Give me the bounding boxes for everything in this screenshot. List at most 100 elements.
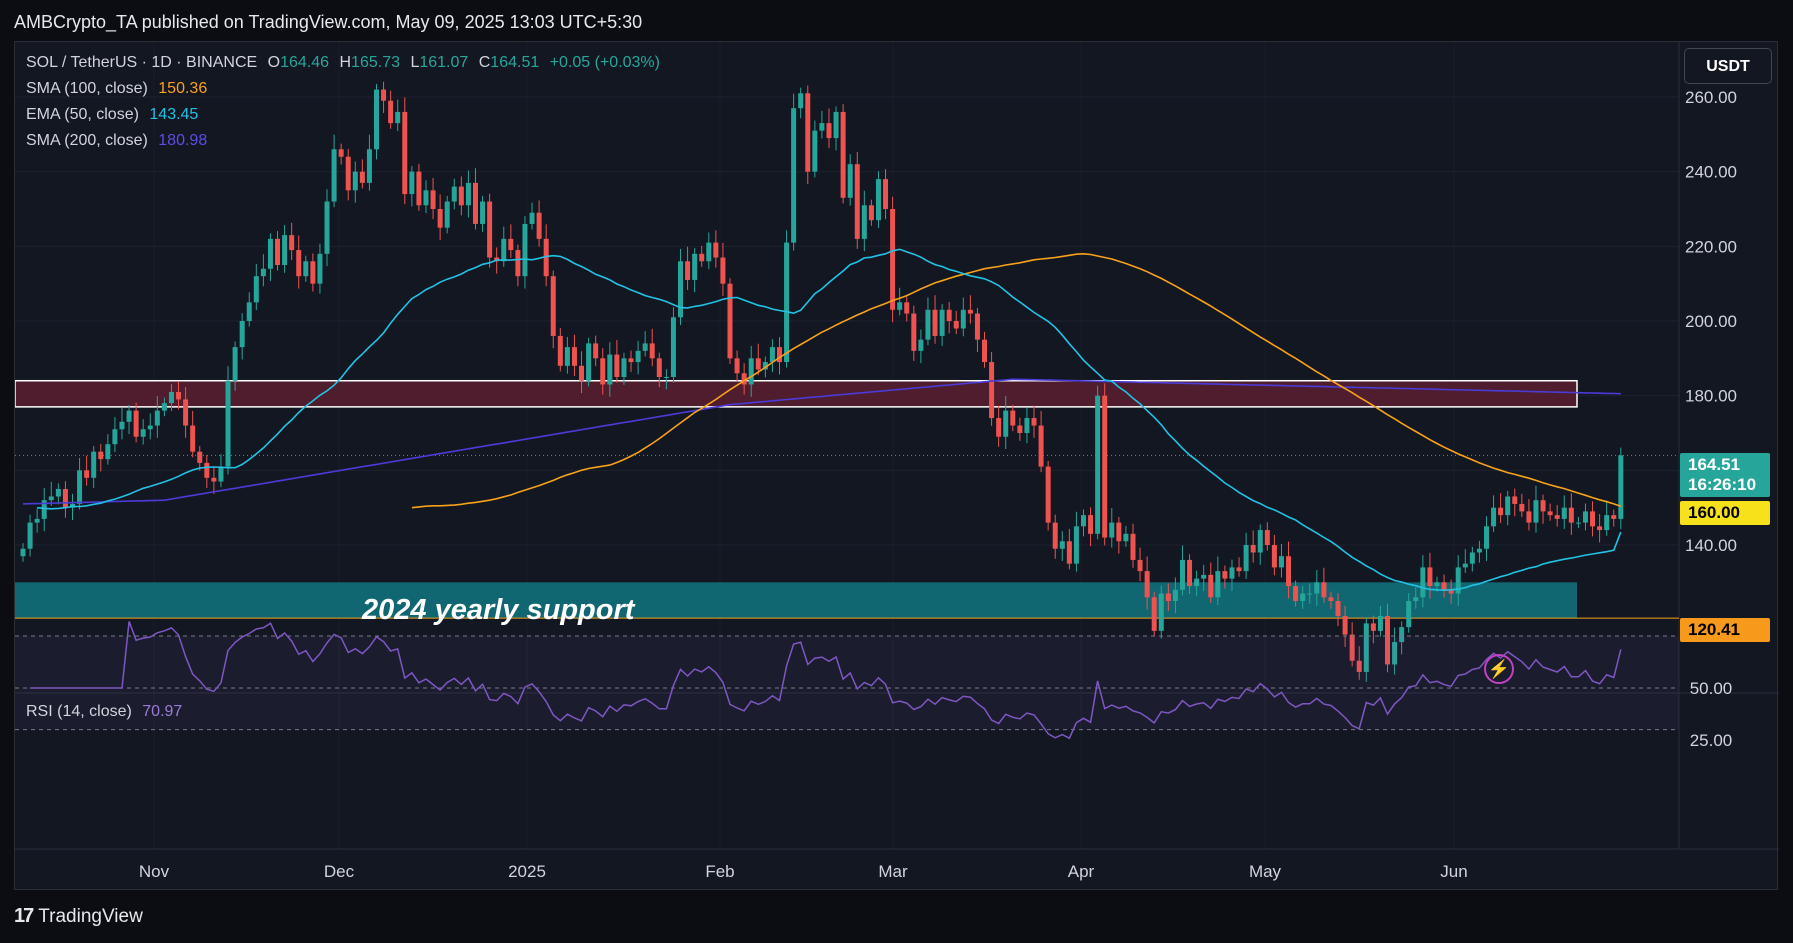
candle-body [1519,503,1525,512]
candle-body [62,489,68,508]
candle-body [663,377,669,378]
candle-body [1208,574,1214,598]
candle-body [621,358,627,377]
candle-body [246,302,252,321]
time-tick-label: Nov [139,862,170,881]
sma100-line [411,252,1622,509]
candle-body [812,130,818,172]
price-tick-label: 260.00 [1685,88,1737,107]
candle-body [593,343,599,359]
candle-body [1158,593,1164,631]
legend-sma200[interactable]: SMA (200, close) 180.98 [26,132,207,150]
candle-body [1469,552,1475,564]
candle-body [154,410,160,426]
candle-body [1611,515,1617,519]
candle-body [119,421,125,430]
candle-body [1222,571,1228,579]
candle-body [395,111,401,124]
candle-body [1172,589,1178,601]
candle-body [1052,522,1058,549]
symbol-name[interactable]: SOL / TetherUS · 1D · BINANCE [26,54,258,71]
candle-body [140,429,146,437]
candle-body [1271,545,1277,568]
ema50-label: EMA (50, close) [26,106,139,123]
candle-body [1512,496,1518,504]
candle-body [769,347,775,363]
candle-body [27,522,33,549]
legend-sma100[interactable]: SMA (100, close) 150.36 [26,80,207,98]
sma200-line [22,378,1621,505]
currency-unit-button[interactable]: USDT [1684,48,1772,84]
candle-body [1165,593,1171,601]
candle-body [897,302,903,310]
candle-body [586,343,592,381]
candle-body [1293,586,1299,601]
candle-body [1229,567,1235,579]
candle-body [465,182,471,206]
support-price-tag: 120.41 [1680,618,1770,642]
time-tick-label: Mar [878,862,908,881]
candle-body [1582,511,1588,523]
legend-rsi[interactable]: RSI (14, close) 70.97 [26,703,182,721]
candle-body [1003,410,1009,437]
candle-body [1554,515,1560,519]
candle-body [303,261,309,277]
candle-body [1561,507,1567,519]
candle-body [741,373,747,385]
chart-panel[interactable]: 260.00 240.00 220.00 200.00 180.00 160.00 140.… [14,41,1779,891]
candle-body [1483,526,1489,549]
rsi-label: RSI (14, close) [26,703,132,720]
candle-body [883,179,889,209]
ohlc-low: L161.07 [410,54,469,71]
price-chart[interactable]: 260.00 240.00 220.00 200.00 180.00 160.00 140.… [15,42,1779,891]
candle-body [996,418,1002,437]
candle-body [430,190,436,209]
candle-body [1286,556,1292,587]
time-tick-label: May [1249,862,1282,881]
candle-body [1024,418,1030,433]
sma100-label: SMA (100, close) [26,80,148,97]
candle-body [967,309,973,314]
candle-body [1073,526,1079,564]
candle-body [776,347,782,363]
candle-body [1144,571,1150,598]
candle-body [1604,515,1610,531]
candle-body [628,358,634,363]
candle-body [720,257,726,284]
candle-body [437,209,443,228]
candle-body [1370,623,1376,631]
candle-body [1590,511,1596,527]
candle-body [126,410,132,422]
candle-body [1399,627,1405,643]
ema50-line [37,248,1622,592]
candle-body [275,238,281,265]
candle-body [854,164,860,239]
candle-body [840,111,846,198]
candle-body [352,171,358,191]
legend-ema50[interactable]: EMA (50, close) 143.45 [26,106,198,124]
bar-countdown: 16:26:10 [1688,475,1757,494]
symbol-legend: SOL / TetherUS · 1D · BINANCE O164.46 H1… [26,54,666,72]
candle-body [1257,530,1263,553]
candle-body [239,321,245,348]
candle-body [819,123,825,131]
lightning-icon[interactable]: ⚡ [1484,654,1514,684]
candle-body [1300,593,1306,601]
candle-body [1342,615,1348,635]
candle-body [1250,545,1256,553]
rsi-band [15,636,1679,730]
candle-body [232,347,238,381]
candle-body [161,403,167,411]
candle-body [1321,582,1327,598]
candle-body [932,309,938,336]
candle-body [1618,455,1624,519]
candle-body [1540,500,1546,512]
candle-body [1314,582,1320,594]
candle-body [1194,578,1200,587]
candle-body [579,365,585,381]
candle-body [515,250,521,277]
time-tick-label: 2025 [508,862,546,881]
ohlc-high: H165.73 [339,54,400,71]
candle-body [331,149,337,202]
candle-body [571,347,577,366]
